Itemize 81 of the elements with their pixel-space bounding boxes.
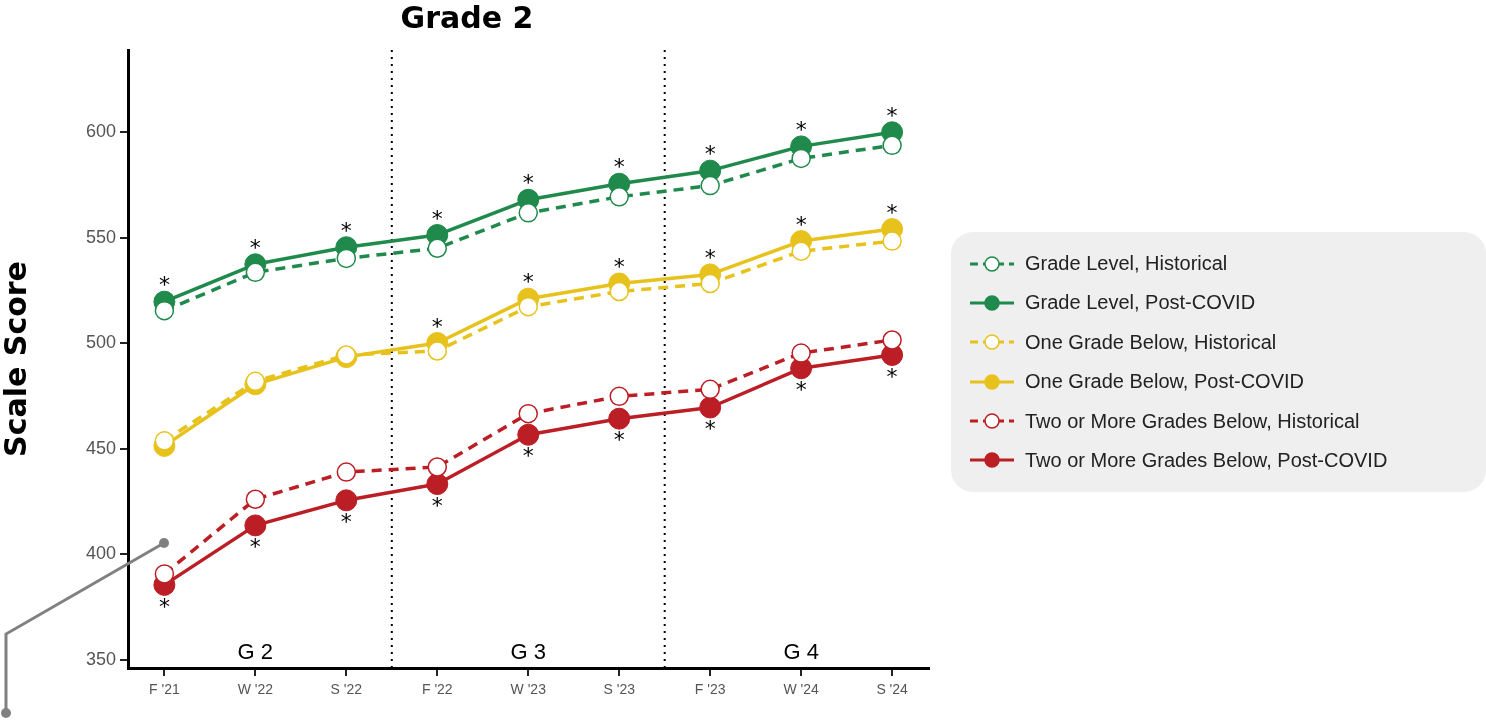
data-label: * — [522, 269, 534, 295]
legend-label: One Grade Below, Post-COVID — [1025, 370, 1305, 394]
point — [518, 203, 538, 223]
legend-label: Two or More Grades Below, Post-COVID — [1025, 448, 1388, 472]
annotation: G 4 — [783, 639, 819, 665]
data-label: * — [340, 217, 352, 243]
x-tick-label: S '23 — [603, 681, 636, 698]
point — [154, 300, 175, 321]
point — [882, 330, 902, 350]
point — [336, 248, 357, 269]
y-tick-label: 500 — [85, 332, 116, 353]
legend-label: One Grade Below, Historical — [1025, 330, 1277, 354]
data-label: * — [613, 254, 625, 280]
point — [609, 281, 629, 302]
point — [427, 457, 448, 477]
point — [154, 564, 175, 584]
point — [245, 262, 266, 283]
x-tick-label: F '23 — [694, 681, 726, 698]
data-label: * — [795, 117, 807, 143]
point — [700, 273, 720, 294]
data-label: * — [158, 593, 170, 619]
data-label: * — [704, 416, 716, 442]
data-label: * — [704, 245, 716, 271]
point — [700, 175, 720, 196]
legend-label: Grade Level, Historical — [1025, 252, 1228, 275]
annotation: G 3 — [510, 639, 546, 665]
point — [608, 407, 631, 430]
chart-title: Grade 2 — [400, 0, 534, 35]
point — [427, 341, 448, 361]
point — [244, 514, 267, 537]
data-label: * — [431, 492, 443, 518]
data-label: * — [613, 427, 625, 453]
point — [699, 396, 722, 419]
data-label: * — [704, 141, 716, 167]
data-label: * — [886, 363, 898, 389]
data-label: * — [340, 509, 352, 535]
data-label: * — [795, 211, 807, 237]
point — [882, 135, 902, 156]
legend-label: Grade Level, Post-COVID — [1025, 291, 1256, 315]
point — [154, 431, 175, 451]
point — [609, 386, 629, 407]
y-tick-label: 450 — [85, 437, 116, 458]
point — [791, 343, 811, 363]
y-tick-label: 550 — [85, 226, 116, 247]
x-tick-label: F '21 — [149, 681, 180, 698]
x-tick-label: W '24 — [783, 681, 820, 698]
data-label: * — [431, 205, 443, 231]
point — [427, 238, 448, 259]
point — [336, 462, 357, 482]
y-tick-label: 350 — [85, 648, 116, 669]
point — [609, 187, 629, 207]
data-label: * — [886, 199, 898, 225]
point — [791, 241, 811, 261]
point — [245, 489, 266, 510]
data-label: * — [613, 154, 625, 180]
y-axis-title: Scale Score — [0, 261, 33, 457]
legend-label: Two or More Grades Below, Historical — [1025, 409, 1360, 433]
x-tick-label: W '22 — [237, 681, 274, 698]
y-tick-label: 600 — [85, 121, 116, 142]
data-label: * — [522, 443, 534, 469]
x-tick-label: F '22 — [421, 681, 453, 698]
annotation: G 2 — [237, 639, 274, 665]
data-label: * — [249, 235, 261, 261]
point — [335, 489, 358, 512]
data-label: * — [158, 272, 170, 298]
point — [518, 296, 538, 317]
point — [426, 473, 449, 496]
x-tick-label: W '23 — [510, 681, 547, 698]
data-label: * — [249, 534, 261, 560]
point — [882, 231, 902, 251]
point — [518, 403, 538, 424]
y-tick-label: 400 — [85, 543, 116, 564]
data-label: * — [522, 170, 534, 196]
data-label: * — [795, 377, 807, 402]
point — [700, 379, 720, 400]
x-tick-label: S '22 — [330, 681, 363, 698]
data-label: * — [886, 102, 898, 128]
point — [791, 148, 811, 169]
point — [517, 423, 540, 446]
data-label: * — [431, 313, 443, 339]
x-tick-label: S '24 — [876, 681, 909, 698]
